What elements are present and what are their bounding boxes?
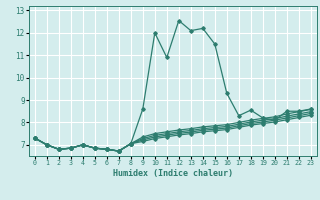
X-axis label: Humidex (Indice chaleur): Humidex (Indice chaleur) bbox=[113, 169, 233, 178]
